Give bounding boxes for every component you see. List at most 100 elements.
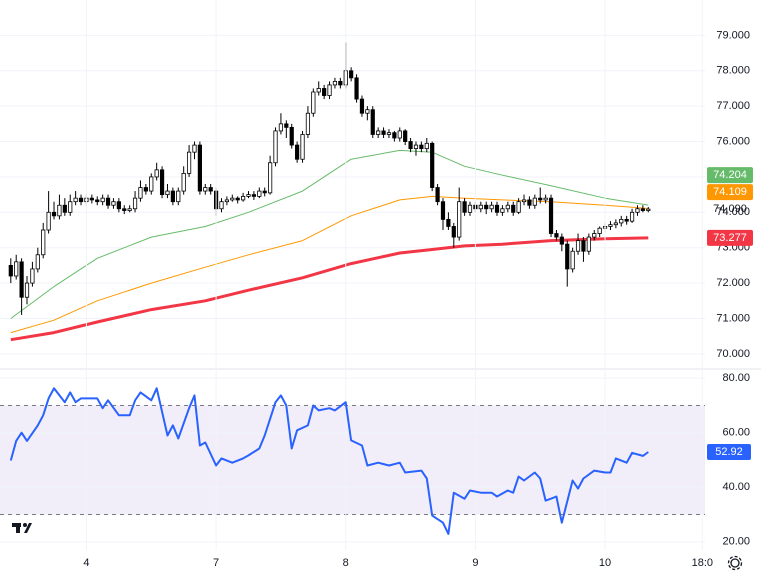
candle-body (116, 201, 121, 210)
candle-body (640, 208, 645, 211)
y-tick-label: 20.00 (722, 536, 750, 548)
candle-body (467, 204, 473, 213)
candle-body (376, 130, 381, 135)
value-tag (707, 444, 751, 461)
candle-body (386, 132, 392, 135)
candle-body (521, 199, 527, 203)
moving-average (10, 236, 649, 342)
candle-body (392, 132, 397, 139)
candle-body (338, 80, 343, 86)
candle-body (197, 144, 202, 192)
candle-body (192, 144, 197, 153)
candle-body (100, 197, 105, 203)
candle-body (257, 190, 262, 197)
candle-body (629, 211, 635, 222)
candle-body (149, 176, 154, 192)
candle-body (122, 208, 127, 211)
x-tick-label: 4 (83, 557, 89, 569)
candle-body (51, 211, 57, 217)
candle-body (381, 130, 386, 135)
candle-body (289, 126, 294, 146)
candle-body (57, 204, 62, 217)
candle-body (35, 254, 40, 270)
price-tag (707, 229, 753, 246)
candle-body (89, 197, 94, 201)
candle-body (613, 222, 618, 226)
candle-body (159, 169, 165, 196)
candle-body (305, 112, 311, 135)
candle-body (273, 130, 278, 164)
candle-body (532, 197, 537, 206)
candle-body (73, 197, 78, 203)
x-tick-label: 8 (343, 557, 349, 569)
candle-body (538, 197, 543, 201)
y-tick-label: 71.000 (716, 312, 750, 324)
candle-body (235, 197, 240, 201)
y-tick-label: 60.00 (722, 427, 750, 439)
y-tick-label: 70.000 (716, 348, 750, 360)
candle-body (365, 109, 370, 114)
candle-body (554, 233, 559, 238)
candle-body (619, 218, 624, 224)
candle-body (30, 268, 35, 284)
candle-body (419, 144, 424, 150)
candle-body (208, 187, 213, 192)
candle-body (597, 227, 602, 234)
x-tick-label: 18:0 (692, 557, 713, 569)
candle-body (203, 187, 208, 192)
x-tick-label: 7 (213, 557, 219, 569)
x-tick-label: 9 (472, 557, 478, 569)
candle-body (575, 240, 581, 252)
candle-body (440, 201, 446, 220)
y-tick-label: 80.00 (722, 372, 750, 384)
candle-body (46, 211, 51, 231)
y-tick-label: 78.000 (716, 65, 750, 77)
candle-body (489, 204, 494, 210)
candle-body (154, 169, 159, 178)
candle-body (19, 261, 24, 298)
price-tag (707, 167, 753, 184)
candle-body (278, 123, 284, 132)
candle-body (543, 197, 548, 201)
y-tick-label: 74.000 (716, 206, 750, 218)
price-tag-label: 74.109 (713, 186, 747, 198)
candle-body (230, 197, 235, 201)
candle-body (559, 236, 564, 245)
candle-body (332, 80, 338, 86)
rsi-line (9, 387, 649, 535)
candle-body (300, 134, 305, 160)
candle-body (138, 187, 143, 199)
candle-body (78, 197, 84, 203)
candle-body (408, 141, 413, 150)
candle-body (68, 201, 73, 213)
price-tag (707, 184, 753, 201)
candle-body (478, 204, 483, 210)
candle-body (359, 98, 365, 114)
price-tag-label: 74.204 (713, 169, 747, 181)
y-tick-label: 72.000 (716, 277, 750, 289)
candle-body (219, 201, 224, 210)
candle-body (451, 226, 456, 238)
candle-body (548, 197, 554, 234)
settings-icon[interactable] (727, 555, 743, 571)
candle-body (565, 243, 570, 270)
y-tick-label: 77.000 (716, 100, 750, 112)
candle-body (8, 264, 13, 277)
candle-body (511, 204, 516, 213)
candle-body (41, 229, 46, 256)
x-tick-label: 10 (599, 557, 611, 569)
candle-body (143, 187, 148, 192)
y-tick-label: 79.000 (716, 29, 750, 41)
candle-body (165, 190, 170, 196)
logo (12, 523, 32, 533)
candle-body (413, 144, 419, 150)
last-price-label: 74.090 (713, 203, 747, 215)
candle-body (349, 70, 354, 79)
candle-body (635, 208, 640, 213)
candle-body (500, 208, 505, 213)
candle-body (176, 190, 181, 203)
candle-body (251, 194, 257, 197)
